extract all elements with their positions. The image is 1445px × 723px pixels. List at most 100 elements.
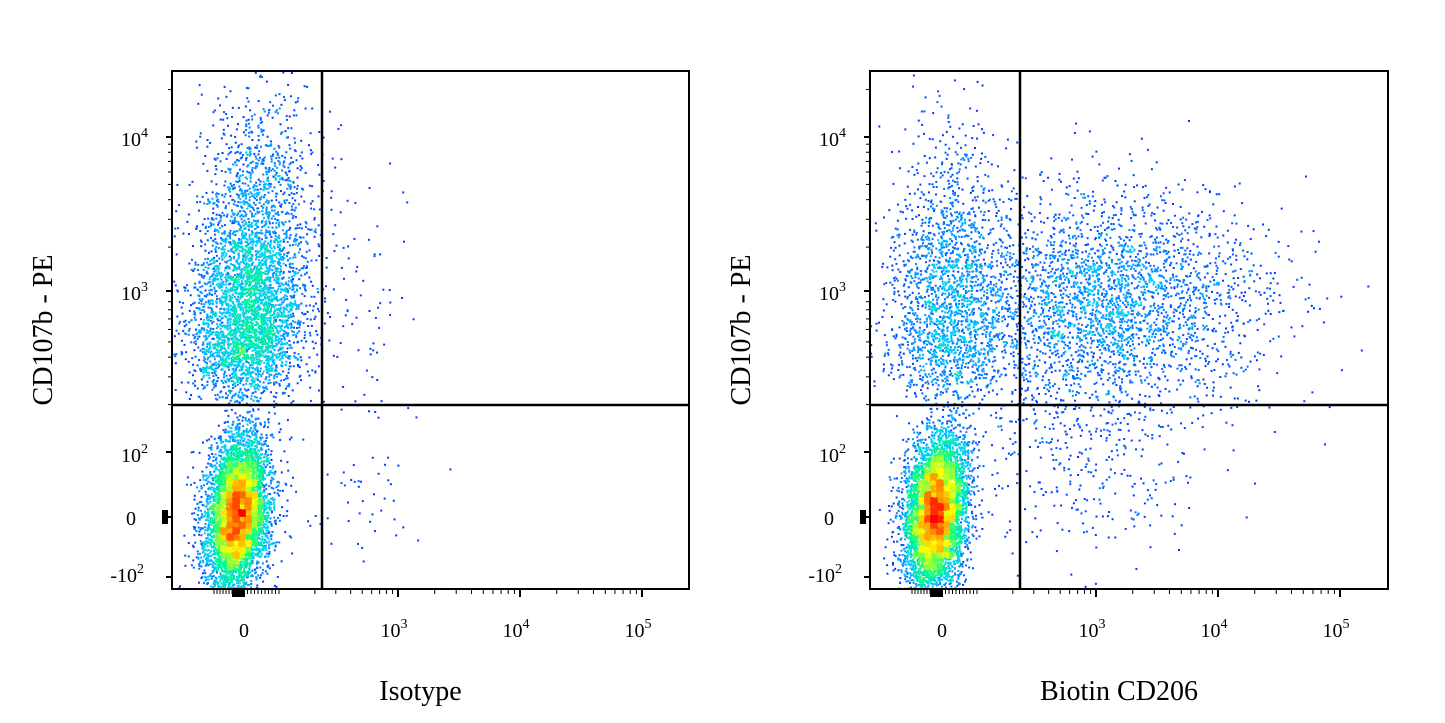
data-point bbox=[287, 357, 289, 360]
data-point bbox=[264, 350, 267, 353]
data-point bbox=[289, 365, 292, 368]
data-point bbox=[280, 325, 283, 328]
data-point bbox=[290, 192, 293, 195]
data-point bbox=[264, 460, 267, 463]
data-point bbox=[247, 442, 250, 445]
data-point bbox=[264, 292, 267, 294]
data-point bbox=[282, 262, 285, 265]
data-point bbox=[270, 199, 273, 202]
data-point bbox=[279, 253, 282, 256]
data-point bbox=[200, 292, 203, 295]
data-point bbox=[264, 301, 267, 304]
data-point bbox=[239, 358, 241, 361]
data-point bbox=[240, 294, 243, 297]
data-point bbox=[266, 277, 269, 280]
data-point bbox=[253, 189, 256, 192]
data-point bbox=[292, 320, 294, 323]
data-point bbox=[190, 268, 193, 271]
data-point bbox=[269, 287, 272, 290]
data-point bbox=[194, 282, 197, 285]
data-point bbox=[247, 87, 250, 90]
data-point bbox=[288, 163, 291, 166]
data-point bbox=[256, 225, 258, 227]
data-point bbox=[217, 584, 220, 587]
data-point bbox=[213, 260, 216, 263]
data-point bbox=[275, 239, 278, 241]
data-point bbox=[280, 459, 283, 462]
data-point bbox=[233, 288, 235, 291]
data-point bbox=[286, 341, 288, 344]
data-point bbox=[248, 203, 251, 206]
data-point bbox=[300, 339, 303, 342]
data-point bbox=[279, 265, 282, 268]
data-point bbox=[272, 265, 275, 268]
data-point bbox=[268, 373, 271, 376]
data-point bbox=[259, 232, 262, 235]
data-point bbox=[316, 353, 319, 356]
data-point bbox=[236, 435, 239, 438]
data-point bbox=[278, 481, 281, 484]
data-point bbox=[251, 349, 254, 352]
data-point bbox=[225, 205, 227, 208]
data-point bbox=[262, 158, 265, 161]
data-point bbox=[275, 172, 278, 175]
data-point bbox=[216, 336, 219, 339]
data-point bbox=[278, 221, 281, 224]
data-point bbox=[322, 136, 325, 139]
data-point bbox=[290, 281, 293, 284]
data-point bbox=[233, 250, 236, 253]
data-point bbox=[306, 310, 309, 313]
data-point bbox=[267, 242, 270, 245]
data-point bbox=[282, 229, 285, 232]
data-point bbox=[292, 476, 294, 479]
data-point bbox=[201, 513, 204, 516]
data-point bbox=[259, 541, 262, 544]
data-point bbox=[281, 355, 284, 357]
data-point bbox=[228, 440, 231, 443]
data-point bbox=[268, 552, 271, 555]
data-point bbox=[298, 330, 301, 333]
data-point bbox=[222, 335, 225, 338]
data-point bbox=[219, 160, 222, 163]
data-point bbox=[210, 496, 213, 499]
data-point bbox=[218, 344, 221, 347]
data-point bbox=[230, 337, 232, 340]
data-point bbox=[226, 378, 229, 381]
data-point bbox=[211, 299, 214, 302]
data-point bbox=[283, 257, 286, 259]
data-point bbox=[264, 270, 267, 273]
data-point bbox=[231, 116, 233, 118]
data-point bbox=[272, 360, 274, 363]
data-point bbox=[357, 542, 359, 545]
data-point bbox=[248, 410, 251, 413]
data-point bbox=[315, 330, 318, 333]
data-point bbox=[281, 255, 284, 258]
data-point bbox=[246, 189, 249, 192]
data-point bbox=[279, 247, 281, 250]
data-point bbox=[245, 581, 248, 584]
data-point bbox=[256, 147, 259, 149]
data-point bbox=[279, 489, 282, 492]
data-point bbox=[253, 235, 256, 238]
data-point bbox=[201, 223, 204, 226]
data-point bbox=[343, 484, 346, 487]
data-point bbox=[207, 347, 210, 350]
data-point bbox=[296, 176, 299, 179]
data-point bbox=[295, 304, 298, 307]
data-point bbox=[262, 463, 265, 466]
data-point bbox=[330, 190, 333, 193]
data-point bbox=[261, 537, 264, 540]
data-point bbox=[214, 584, 216, 587]
data-point bbox=[280, 320, 283, 323]
data-point bbox=[225, 392, 227, 395]
data-point bbox=[221, 211, 224, 214]
data-point bbox=[253, 113, 256, 116]
data-point bbox=[229, 90, 232, 93]
data-point bbox=[293, 354, 296, 357]
data-point bbox=[270, 351, 273, 354]
data-point bbox=[289, 295, 292, 298]
data-point bbox=[251, 447, 254, 450]
data-point bbox=[244, 197, 247, 200]
data-point bbox=[281, 277, 284, 280]
data-point bbox=[234, 324, 237, 326]
